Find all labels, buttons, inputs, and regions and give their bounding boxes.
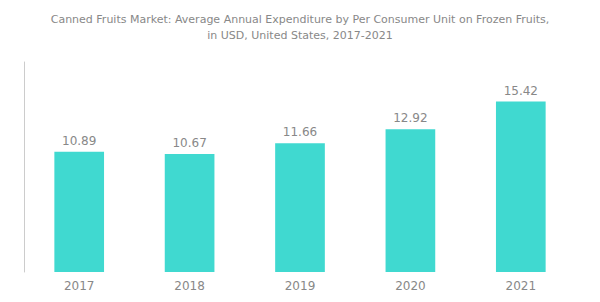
svg-text:in USD, United States, 2017-20: in USD, United States, 2017-2021 xyxy=(207,29,392,42)
svg-text:Canned Fruits Market: Average: Canned Fruits Market: Average Annual Exp… xyxy=(51,13,550,26)
svg-text:11.66: 11.66 xyxy=(283,125,317,139)
svg-text:2021: 2021 xyxy=(506,279,537,293)
svg-text:10.89: 10.89 xyxy=(62,134,96,148)
svg-text:15.42: 15.42 xyxy=(504,84,538,98)
svg-text:2020: 2020 xyxy=(395,279,426,293)
svg-text:2017: 2017 xyxy=(64,279,95,293)
svg-text:2019: 2019 xyxy=(285,279,316,293)
svg-text:2018: 2018 xyxy=(174,279,205,293)
svg-text:10.67: 10.67 xyxy=(172,136,206,150)
svg-text:12.92: 12.92 xyxy=(393,111,427,125)
